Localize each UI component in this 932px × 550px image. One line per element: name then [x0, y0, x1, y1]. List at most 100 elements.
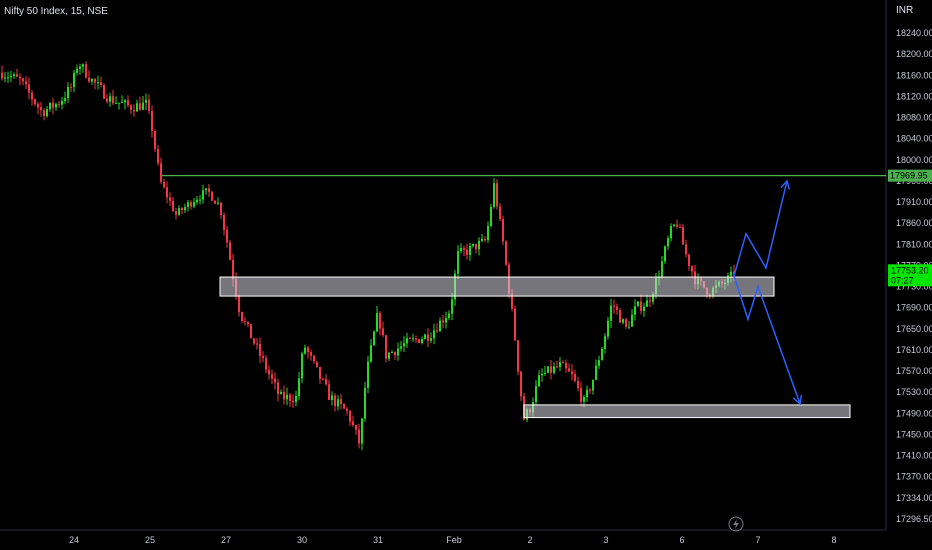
candle-body [145, 99, 147, 103]
candle-body [79, 66, 81, 69]
candle-body [295, 395, 297, 403]
candle-body [592, 379, 594, 391]
candle-body [520, 371, 522, 397]
candle-body [241, 312, 243, 322]
candle-body [562, 362, 564, 364]
candle-body [379, 313, 381, 329]
y-tick-label: 17450.00 [896, 429, 932, 439]
candle-body [31, 92, 33, 100]
candle-body [43, 110, 45, 117]
y-tick-label: 17910.00 [896, 197, 932, 207]
support-zone-upper[interactable] [219, 276, 775, 297]
y-tick-label: 17810.00 [896, 239, 932, 249]
lightning-icon[interactable] [728, 516, 744, 532]
y-tick-label: 17296.50 [896, 514, 932, 524]
candle-body [199, 199, 201, 201]
candle-body [346, 408, 348, 412]
candle-body [622, 319, 624, 323]
candle-body [232, 260, 234, 280]
y-tick-label: 18160.00 [896, 70, 932, 80]
candle-body [535, 386, 537, 403]
candle-body [481, 238, 483, 241]
resistance-price-badge [888, 169, 932, 182]
candle-body [52, 102, 54, 108]
candle-body [355, 425, 357, 430]
chart-title: Nifty 50 Index, 15, NSE [4, 6, 108, 17]
candle-body [226, 229, 228, 243]
candle-body [118, 102, 120, 104]
candle-body [139, 103, 141, 110]
candle-body [202, 190, 204, 200]
candle-body [550, 366, 552, 373]
candle-body [67, 86, 69, 99]
candle-body [40, 107, 42, 111]
candle-body [184, 206, 186, 211]
candle-body [190, 202, 192, 207]
candle-body [652, 293, 654, 302]
candle-body [73, 72, 75, 87]
candle-body [91, 79, 93, 82]
candle-body [115, 102, 117, 104]
candle-body [127, 100, 129, 106]
candle-body [445, 318, 447, 323]
candle-body [574, 373, 576, 381]
y-tick-label: 17730.00 [896, 282, 932, 292]
candle-body [283, 391, 285, 400]
candle-body [259, 343, 261, 356]
candle-body [217, 202, 219, 204]
y-tick-label: 17334.00 [896, 493, 932, 503]
last-price-badge [888, 264, 932, 287]
candle-body [580, 388, 582, 402]
bullish-projection[interactable] [733, 180, 788, 277]
candle-body [577, 380, 579, 389]
x-tick-label: 6 [679, 535, 684, 545]
candle-body [178, 208, 180, 215]
candle-body [361, 418, 363, 444]
candle-body [37, 104, 39, 108]
candle-body [691, 266, 693, 272]
candle-body [661, 261, 663, 278]
candle-body [499, 206, 501, 220]
candle-body [370, 345, 372, 362]
candle-body [382, 328, 384, 336]
candle-body [154, 131, 156, 150]
candle-body [391, 351, 393, 353]
candle-body [364, 387, 366, 419]
x-tick-label: 3 [603, 535, 608, 545]
candle-body [337, 399, 339, 407]
candle-body [196, 199, 198, 203]
candle-body [229, 242, 231, 261]
candle-body [250, 324, 252, 339]
candle-body [304, 347, 306, 354]
candle-body [631, 314, 633, 327]
candle-body [385, 335, 387, 359]
candle-body [109, 96, 111, 102]
y-tick-label: 17370.00 [896, 472, 932, 482]
candle-body [130, 105, 132, 111]
y-tick-label: 18120.00 [896, 91, 932, 101]
candle-body [193, 202, 195, 207]
candle-body [556, 366, 558, 368]
bearish-projection-arrowhead [792, 394, 803, 406]
candle-body [511, 293, 513, 309]
candle-body [676, 224, 678, 227]
candle-body [331, 395, 333, 400]
candle-body [106, 98, 108, 102]
candle-body [388, 352, 390, 359]
target-zone-lower[interactable] [523, 404, 851, 419]
candle-body [46, 109, 48, 117]
candle-body [565, 363, 567, 369]
candle-body [559, 362, 561, 367]
candle-body [643, 306, 645, 311]
candle-body [451, 299, 453, 314]
candle-body [442, 320, 444, 323]
candle-body [466, 249, 468, 255]
y-tick-label: 17610.00 [896, 345, 932, 355]
candle-body [289, 394, 291, 401]
candle-body [571, 371, 573, 374]
candle-body [16, 74, 18, 77]
bearish-projection[interactable] [733, 275, 801, 405]
candle-body [589, 389, 591, 391]
candle-body [343, 403, 345, 409]
